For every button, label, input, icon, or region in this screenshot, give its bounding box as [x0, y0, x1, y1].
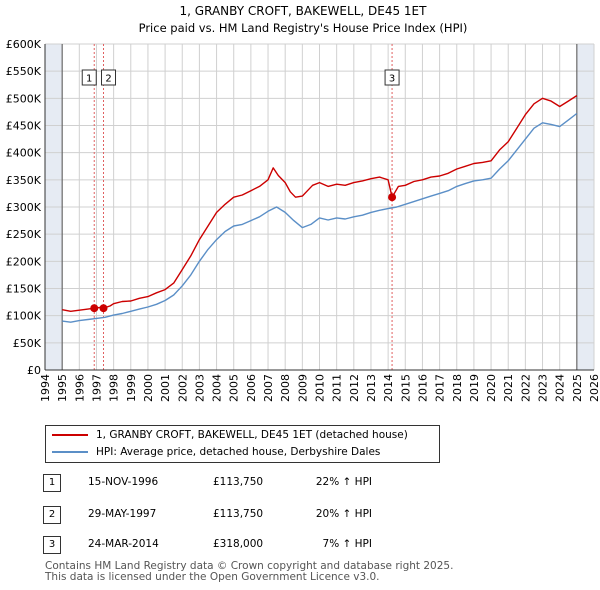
chart-title: 1, GRANBY CROFT, BAKEWELL, DE45 1ET: [180, 4, 428, 18]
y-tick-label: £250K: [6, 228, 42, 241]
footer: Contains HM Land Registry data © Crown c…: [45, 561, 453, 583]
legend-item-hpi: HPI: Average price, detached house, Derb…: [52, 446, 380, 460]
transaction-point: [90, 304, 99, 313]
chart-subtitle: Price paid vs. HM Land Registry's House …: [139, 21, 468, 35]
y-tick-label: £400K: [6, 147, 42, 160]
x-tick-label: 2022: [519, 374, 532, 402]
transaction-marker-box: [81, 69, 97, 86]
x-tick-label: 2020: [485, 374, 498, 402]
transaction-marker-box: [101, 69, 117, 86]
x-tick-label: 2021: [502, 374, 515, 402]
legend-label-hpi: HPI: Average price, detached house, Derb…: [96, 446, 381, 458]
x-tick-label: 2007: [262, 374, 275, 402]
x-tick-label: 1994: [39, 374, 52, 402]
transaction-row: 2 29-MAY-1997 £113,750 20% ↑ HPI: [0, 506, 600, 526]
x-tick-label: 2023: [537, 374, 550, 402]
x-tick-label: 2026: [588, 374, 600, 402]
transaction-price: £318,000: [213, 538, 264, 550]
x-tick-label: 2025: [571, 374, 584, 402]
chart: 1, GRANBY CROFT, BAKEWELL, DE45 1ET Pric…: [6, 4, 600, 402]
transaction-date: 15-NOV-1996: [88, 476, 159, 488]
legend-label-property: 1, GRANBY CROFT, BAKEWELL, DE45 1ET (det…: [96, 429, 408, 441]
y-tick-label: £450K: [6, 120, 42, 133]
y-tick-label: £150K: [6, 283, 42, 296]
y-tick-label: £100K: [6, 310, 42, 323]
x-tick-label: 2004: [211, 374, 224, 402]
x-tick-label: 2016: [416, 374, 429, 402]
transaction-marker-label: 1: [86, 74, 92, 85]
x-tick-label: 1995: [56, 374, 69, 402]
y-tick-label: £300K: [6, 201, 42, 214]
x-tick-label: 2000: [142, 374, 155, 402]
x-tick-label: 2006: [245, 374, 258, 402]
legend: 1, GRANBY CROFT, BAKEWELL, DE45 1ET (det…: [45, 425, 440, 463]
transaction-number: 1: [43, 474, 61, 492]
transaction-point: [388, 193, 397, 202]
y-tick-label: £550K: [6, 65, 42, 78]
transaction-date: 29-MAY-1997: [88, 508, 157, 520]
transaction-row: 3 24-MAR-2014 £318,000 7% ↑ HPI: [0, 536, 600, 556]
y-tick-label: £600K: [6, 38, 42, 51]
x-tick-label: 2002: [176, 374, 189, 402]
x-tick-label: 1998: [108, 374, 121, 402]
y-tick-label: £350K: [6, 174, 42, 187]
x-tick-label: 2015: [399, 374, 412, 402]
y-tick-label: £200K: [6, 255, 42, 268]
transaction-number: 3: [43, 536, 61, 554]
footer-license: This data is licensed under the Open Gov…: [45, 571, 380, 583]
y-tick-label: £50K: [13, 337, 42, 350]
x-tick-label: 1996: [73, 374, 86, 402]
x-tick-label: 2013: [365, 374, 378, 402]
x-tick-label: 2011: [331, 374, 344, 402]
property-price-line: [62, 95, 578, 312]
hpi-line: [62, 112, 578, 323]
transaction-marker-label: 2: [105, 74, 111, 85]
x-tick-label: 2005: [228, 374, 241, 402]
x-tick-label: 2008: [279, 374, 292, 402]
transaction-marker-box: [384, 69, 400, 86]
transaction-price: £113,750: [213, 508, 264, 520]
legend-item-property: 1, GRANBY CROFT, BAKEWELL, DE45 1ET (det…: [52, 429, 408, 443]
x-tick-label: 2019: [468, 374, 481, 402]
y-tick-label: £500K: [6, 92, 42, 105]
legend-swatch-property: [52, 434, 88, 436]
x-tick-label: 2014: [382, 374, 395, 402]
legend-swatch-hpi: [52, 451, 88, 453]
x-tick-label: 2017: [434, 374, 447, 402]
transaction-date: 24-MAR-2014: [88, 538, 159, 550]
x-tick-label: 2018: [451, 374, 464, 402]
transaction-marker-label: 3: [389, 74, 395, 85]
transaction-point: [99, 304, 108, 313]
transaction-hpi-change: 20% ↑ HPI: [315, 508, 372, 520]
x-tick-label: 2009: [296, 374, 309, 402]
transaction-row: 1 15-NOV-1996 £113,750 22% ↑ HPI: [0, 474, 600, 494]
transaction-number: 2: [43, 506, 61, 524]
transaction-hpi-change: 7% ↑ HPI: [322, 538, 372, 550]
transaction-hpi-change: 22% ↑ HPI: [315, 476, 372, 488]
x-tick-label: 2001: [159, 374, 172, 402]
transaction-price: £113,750: [213, 476, 264, 488]
footer-copyright: Contains HM Land Registry data © Crown c…: [45, 560, 454, 572]
x-tick-label: 1997: [90, 374, 103, 402]
x-tick-label: 2010: [314, 374, 327, 402]
x-tick-label: 2003: [193, 374, 206, 402]
x-tick-label: 1999: [125, 374, 138, 402]
y-tick-label: £0: [27, 364, 41, 377]
x-tick-label: 2012: [348, 374, 361, 402]
x-tick-label: 2024: [554, 374, 567, 402]
